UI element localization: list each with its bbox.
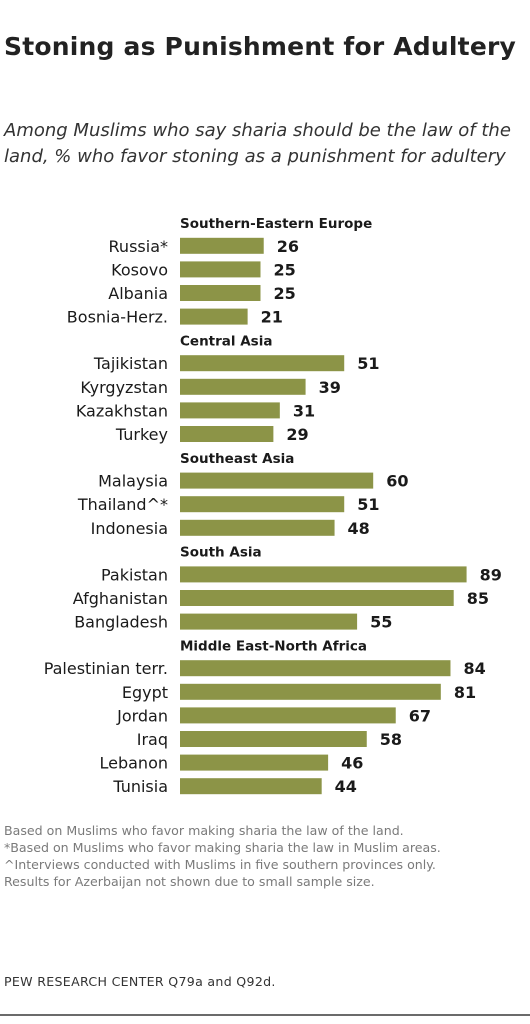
bottom-rule [0, 1014, 530, 1016]
chart-subtitle: Among Muslims who say sharia should be t… [4, 120, 511, 167]
category-label-kyrgyzstan: Kyrgyzstan [80, 378, 168, 397]
bar-russia [180, 237, 264, 254]
category-label-palestinian-terr: Palestinian terr. [44, 659, 168, 678]
category-label-albania: Albania [108, 284, 168, 303]
value-label-palestinian-terr: 84 [463, 659, 485, 678]
group-header-southern-eastern-europe: Southern-Eastern Europe [180, 216, 372, 232]
footnotes: Based on Muslims who favor making sharia… [4, 822, 526, 890]
bar-palestinian-terr [180, 660, 451, 677]
value-label-indonesia: 48 [348, 519, 370, 538]
value-label-turkey: 29 [286, 425, 308, 444]
value-label-lebanon: 46 [341, 754, 363, 773]
bar-tunisia [180, 778, 322, 795]
group-header-central-asia: Central Asia [180, 333, 272, 349]
category-label-bosnia-herz: Bosnia-Herz. [67, 308, 168, 327]
value-label-iraq: 58 [380, 730, 402, 749]
bar-tajikistan [180, 355, 345, 372]
category-label-russia: Russia* [109, 237, 168, 256]
bar-thailand [180, 496, 345, 513]
bar-afghanistan [180, 590, 454, 606]
value-label-jordan: 67 [409, 706, 431, 725]
bar-bangladesh [180, 613, 358, 630]
category-label-iraq: Iraq [137, 730, 168, 749]
bar-pakistan [180, 566, 467, 583]
bar-iraq [180, 731, 367, 747]
category-label-indonesia: Indonesia [91, 519, 168, 538]
group-header-southeast-asia: Southeast Asia [180, 451, 294, 467]
bar-lebanon [180, 754, 329, 771]
source-line: PEW RESEARCH CENTER Q79a and Q92d. [4, 974, 276, 989]
category-label-lebanon: Lebanon [99, 754, 168, 773]
group-header-south-asia: South Asia [180, 545, 262, 561]
category-label-jordan: Jordan [116, 706, 168, 725]
bar-bosnia-herz [180, 308, 248, 325]
value-label-bosnia-herz: 21 [261, 308, 283, 327]
value-label-kyrgyzstan: 39 [319, 378, 341, 397]
category-label-pakistan: Pakistan [101, 565, 168, 584]
bar-jordan [180, 707, 396, 724]
category-label-turkey: Turkey [115, 425, 168, 444]
value-label-thailand: 51 [357, 495, 379, 514]
category-label-tunisia: Tunisia [112, 777, 168, 796]
value-label-tajikistan: 51 [357, 354, 379, 373]
category-label-thailand: Thailand^* [77, 495, 168, 514]
bar-kosovo [180, 261, 261, 278]
value-label-tunisia: 44 [335, 777, 357, 796]
value-label-bangladesh: 55 [370, 613, 392, 632]
footnote-3: ^Interviews conducted with Muslims in fi… [4, 857, 436, 872]
bar-indonesia [180, 519, 335, 536]
value-label-afghanistan: 85 [467, 589, 489, 608]
value-label-kazakhstan: 31 [293, 401, 315, 420]
category-label-kazakhstan: Kazakhstan [76, 401, 168, 420]
category-label-bangladesh: Bangladesh [74, 613, 168, 632]
category-label-afghanistan: Afghanistan [73, 589, 168, 608]
value-label-pakistan: 89 [480, 565, 502, 584]
category-label-tajikistan: Tajikistan [93, 354, 168, 373]
footnote-2: *Based on Muslims who favor making shari… [4, 840, 441, 855]
value-label-russia: 26 [277, 237, 299, 256]
category-label-egypt: Egypt [122, 683, 168, 702]
value-label-kosovo: 25 [274, 260, 296, 279]
bar-albania [180, 285, 261, 301]
bar-turkey [180, 426, 274, 442]
bar-kazakhstan [180, 402, 280, 419]
category-label-kosovo: Kosovo [111, 260, 168, 279]
footnote-1: Based on Muslims who favor making sharia… [4, 823, 404, 838]
bar-malaysia [180, 472, 374, 489]
bar-kyrgyzstan [180, 378, 306, 395]
value-label-malaysia: 60 [386, 472, 408, 491]
bar-egypt [180, 683, 441, 700]
category-label-malaysia: Malaysia [98, 472, 168, 491]
chart-title: Stoning as Punishment for Adultery [4, 32, 517, 61]
value-label-egypt: 81 [454, 683, 476, 702]
bar-chart: Southern-Eastern Europe Russia* 26 Kosovo 25… [44, 216, 502, 796]
group-header-middle-east-north-africa: Middle East-North Africa [180, 638, 367, 654]
footnote-4: Results for Azerbaijan not shown due to … [4, 874, 375, 889]
value-label-albania: 25 [274, 284, 296, 303]
